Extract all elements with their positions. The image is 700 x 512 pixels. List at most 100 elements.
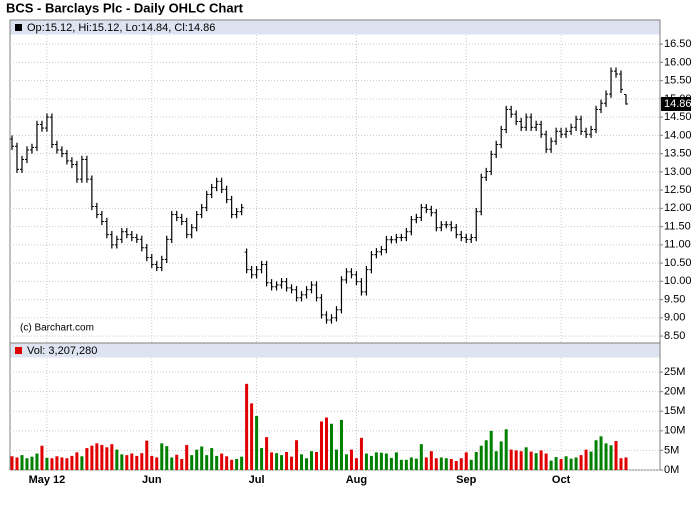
volume-bar: [195, 449, 199, 470]
y-tick-label: 8.50: [664, 330, 685, 342]
volume-bar: [339, 419, 343, 470]
volume-bar: [30, 456, 34, 470]
y2-tick-label: 15M: [664, 405, 685, 417]
legend-icon: [15, 24, 22, 31]
volume-bar: [300, 454, 304, 470]
volume-bar: [544, 453, 548, 470]
last-price-label: 14.86: [664, 98, 692, 110]
volume-bar: [35, 453, 39, 470]
price-header: [10, 20, 660, 35]
volume-bar: [310, 451, 314, 470]
volume-bar: [305, 458, 309, 470]
volume-bar: [484, 440, 488, 470]
volume-bar: [25, 458, 29, 470]
volume-bar: [140, 453, 144, 470]
volume-header: [10, 343, 660, 358]
volume-bar: [270, 452, 274, 470]
y-tick-label: 14.00: [664, 129, 692, 141]
x-tick-label: Aug: [346, 474, 367, 486]
volume-bar: [349, 449, 353, 470]
volume-bar: [539, 450, 543, 470]
volume-bar: [245, 383, 249, 470]
volume-bar: [75, 452, 79, 470]
volume-bar: [105, 447, 109, 470]
volume-bar: [604, 443, 608, 470]
volume-bar: [614, 441, 618, 470]
volume-bar: [80, 456, 84, 470]
volume-bar: [200, 446, 204, 470]
volume-bar: [170, 457, 174, 470]
volume-bar: [225, 456, 229, 470]
volume-bar: [15, 457, 19, 470]
volume-bar: [255, 415, 259, 470]
volume-bar: [524, 447, 528, 470]
volume-bar: [319, 421, 323, 470]
volume-bar: [115, 449, 119, 470]
grid: 8.50 9.00 9.50 10.00 10.50 11.00 11.50 12.00 12.…: [10, 35, 692, 486]
price-panel: [9, 19, 661, 344]
last-price-tag: [661, 96, 691, 111]
volume-bar: [549, 460, 553, 470]
volume-bar: [290, 456, 294, 470]
volume-bar: [265, 437, 269, 470]
volume-bar: [145, 440, 149, 470]
volume-bar: [379, 452, 383, 470]
x-tick-label: Jul: [249, 474, 265, 486]
volume-bar: [110, 444, 114, 470]
y-tick-label: 10.00: [664, 275, 692, 287]
volume-bar: [240, 456, 244, 470]
volume-bar: [374, 452, 378, 470]
volume-bar: [50, 458, 54, 470]
volume-bar: [135, 455, 139, 470]
volume-bar: [230, 459, 234, 470]
volume-bar: [369, 455, 373, 470]
volume-bar: [494, 451, 498, 470]
volume-bar: [55, 456, 59, 470]
x-tick-label: Sep: [456, 474, 476, 486]
volume-bar: [260, 448, 264, 470]
volume-bar: [190, 455, 194, 470]
volume-bar: [334, 449, 338, 470]
y-tick-label: 11.00: [664, 239, 691, 251]
volume-bar: [70, 455, 74, 470]
volume-bar: [569, 458, 573, 470]
volume-bar: [354, 458, 358, 470]
volume-bar: [384, 453, 388, 470]
volume-bar: [125, 455, 129, 470]
volume-bar: [160, 443, 164, 470]
volume-bar: [250, 403, 254, 470]
volume-bar: [180, 459, 184, 470]
volume-bar: [344, 454, 348, 470]
volume-bar: [175, 454, 179, 470]
volume-bar: [499, 441, 503, 470]
volume-bar: [419, 444, 423, 470]
volume-bar: [40, 445, 44, 470]
volume-bar: [574, 457, 578, 470]
y-tick-label: 13.50: [664, 148, 692, 160]
volume-bar: [564, 456, 568, 470]
y-tick-label: 11.50: [664, 220, 691, 232]
volume-bar: [504, 429, 508, 470]
volume-bar: [579, 455, 583, 470]
volume-bar: [359, 437, 363, 470]
volume-bar: [434, 458, 438, 470]
y2-tick-label: 25M: [664, 366, 685, 378]
volume-bar: [185, 444, 189, 470]
volume-bar: [529, 451, 533, 470]
marks: 14.86: [10, 67, 692, 470]
x-tick-label: Jun: [142, 474, 162, 486]
volume-bar: [514, 450, 518, 470]
volume-bar: [554, 457, 558, 470]
volume-bar: [464, 452, 468, 470]
volume-bar: [364, 453, 368, 470]
volume-bar: [275, 453, 279, 470]
volume-legend-icon: [15, 347, 22, 354]
y-tick-label: 9.00: [664, 312, 685, 324]
x-tick-label: May 12: [29, 474, 66, 486]
volume-bar: [584, 449, 588, 470]
volume-bar: [399, 459, 403, 470]
volume-bar: [489, 430, 493, 470]
x-tick-label: Oct: [552, 474, 571, 486]
volume-bar: [479, 445, 483, 470]
